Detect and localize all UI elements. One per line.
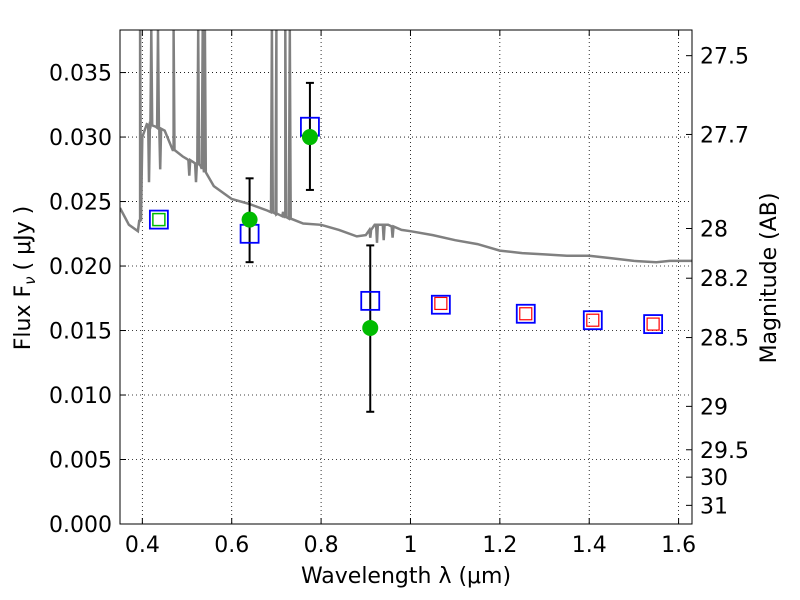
x-axis-label: Wavelength λ (μm) [301,564,511,589]
observed-flux-point [362,319,379,336]
y2-tick-label: 28.5 [700,327,749,352]
markers-group [148,81,664,413]
x-tick-label: 0.6 [214,533,249,558]
phot-small-square [646,317,660,331]
y2-tick-label: 27.5 [700,45,749,70]
model-phot-square [515,303,536,324]
y-tick-label: 0.030 [49,126,112,151]
model-phot-square [582,310,603,331]
model-phot-square [643,314,664,334]
y-tick-label: 0.015 [49,320,112,345]
y2-tick-label: 31 [700,494,728,519]
observed-flux-point [241,211,258,228]
phot-small-square [586,313,600,327]
model-spectrum-line [120,30,692,264]
x-tick-label: 1.6 [661,533,696,558]
y2-tick-label: 28 [700,218,728,243]
y-axis-label: Flux Fν ( μJy ) [11,206,39,350]
y2-tick-label: 30 [700,466,728,491]
plot-frame [119,29,693,525]
y-tick-label: 0.010 [49,384,112,409]
y-tick-label: 0.020 [49,255,112,280]
x-tick-label: 1.2 [482,533,517,558]
y-axis-label-main: Flux F [11,285,36,350]
model-spectrum-group [120,30,692,264]
x-tick-label: 0.8 [304,533,339,558]
y-tick-label: 0.000 [49,513,112,538]
y-tick-label: 0.035 [49,62,112,87]
y-axis-label-sub: ν [21,276,39,284]
x-tick-label: 1.4 [572,533,607,558]
y-tick-label: 0.025 [49,191,112,216]
phot-small-square [434,296,448,311]
y2-tick-label: 29 [700,395,728,420]
observed-flux-point [301,129,318,146]
x-tick-label: 1 [403,533,417,558]
x-tick-label: 0.4 [125,533,160,558]
y-axis-label-unit: ( μJy ) [11,206,36,271]
y-tick-label: 0.005 [49,449,112,474]
model-phot-square [430,294,451,315]
y2-tick-label: 28.2 [700,267,749,292]
phot-small-square [519,307,533,321]
axis-labels-group: Wavelength λ (μm) Flux Fν ( μJy ) Magnitu… [11,193,782,589]
model-phot-square [360,290,381,311]
observed-small-square [152,212,166,227]
y2-tick-label: 27.7 [700,123,749,148]
y2-axis-label: Magnitude (AB) [757,193,782,364]
ticks-group: 0.4 0.6 0.8 1 1.2 1.4 1.6 0.000 0.005 0.010 0.015 0… [49,30,749,558]
y2-tick-label: 29.5 [700,439,749,464]
model-phot-square [148,209,169,230]
